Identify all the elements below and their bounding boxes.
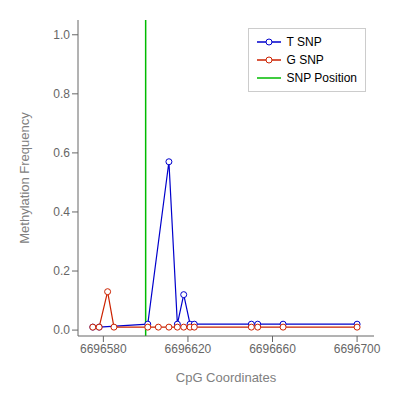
svg-text:CpG Coordinates: CpG Coordinates [176, 370, 277, 385]
svg-text:0.6: 0.6 [53, 146, 70, 160]
svg-text:6696580: 6696580 [80, 342, 127, 356]
svg-text:Methylation Frequency: Methylation Frequency [17, 112, 32, 244]
svg-text:0.4: 0.4 [53, 205, 70, 219]
svg-text:6696700: 6696700 [334, 342, 381, 356]
svg-text:1.0: 1.0 [53, 28, 70, 42]
html-text:SNP Position: SNP Position [286, 71, 357, 85]
svg-text:0.0: 0.0 [53, 323, 70, 337]
svg-text:0.8: 0.8 [53, 87, 70, 101]
html-text:T SNP: T SNP [286, 35, 322, 49]
html-text:G SNP: G SNP [286, 53, 324, 67]
svg-text:6696660: 6696660 [249, 342, 296, 356]
svg-text:6696620: 6696620 [165, 342, 212, 356]
svg-text:0.2: 0.2 [53, 264, 70, 278]
